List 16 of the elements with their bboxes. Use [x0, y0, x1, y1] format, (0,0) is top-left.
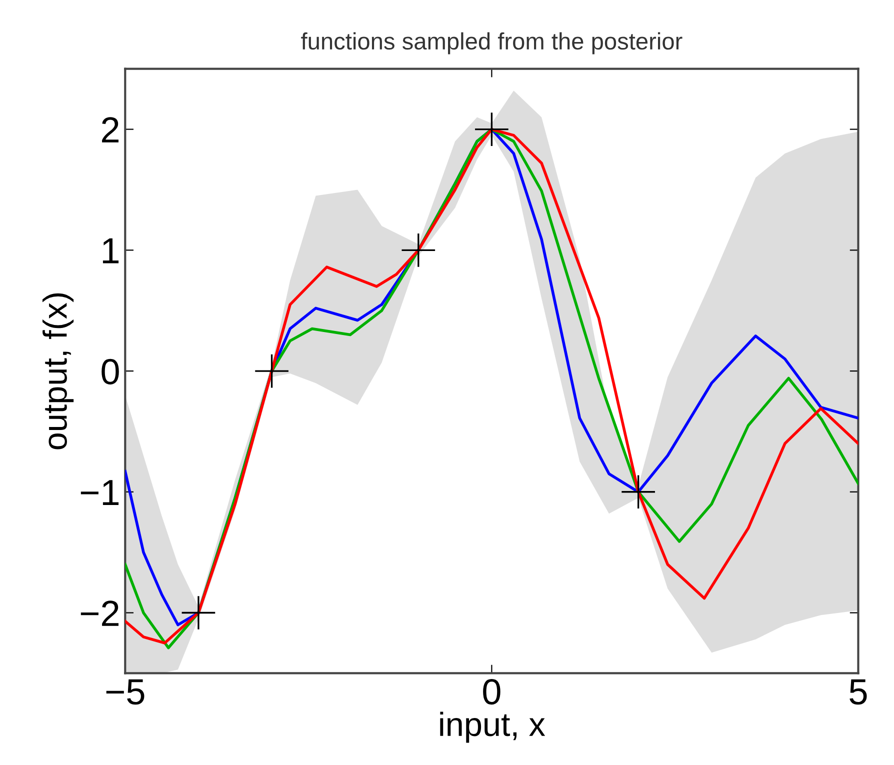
y-tick-label: 0 — [102, 358, 119, 384]
x-tick-label: 5 — [850, 679, 867, 705]
y-tick-label: 2 — [102, 117, 118, 142]
y-tick-label: −1 — [80, 480, 119, 505]
x-axis-title: input, x — [440, 712, 546, 743]
x-tick-label: −5 — [106, 679, 144, 705]
point — [182, 596, 216, 630]
y-axis-title: output, f(x) — [42, 293, 74, 450]
chart-title: functions sampled from the posterior — [301, 32, 682, 54]
y-tick-label: −2 — [80, 600, 118, 626]
point — [475, 112, 508, 146]
point — [622, 475, 655, 509]
point — [402, 233, 436, 267]
point — [255, 354, 288, 388]
x-tick-label: 0 — [483, 679, 500, 705]
y-tick-label: 1 — [102, 238, 119, 264]
